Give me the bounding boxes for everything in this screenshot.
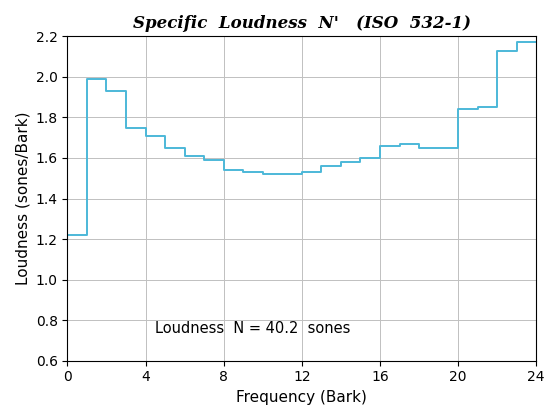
- Title: Specific  Loudness  N'   (ISO  532-1): Specific Loudness N' (ISO 532-1): [133, 15, 471, 32]
- Y-axis label: Loudness (sones/Bark): Loudness (sones/Bark): [15, 112, 30, 285]
- Text: Loudness  N = 40.2  sones: Loudness N = 40.2 sones: [155, 321, 351, 336]
- X-axis label: Frequency (Bark): Frequency (Bark): [236, 390, 367, 405]
